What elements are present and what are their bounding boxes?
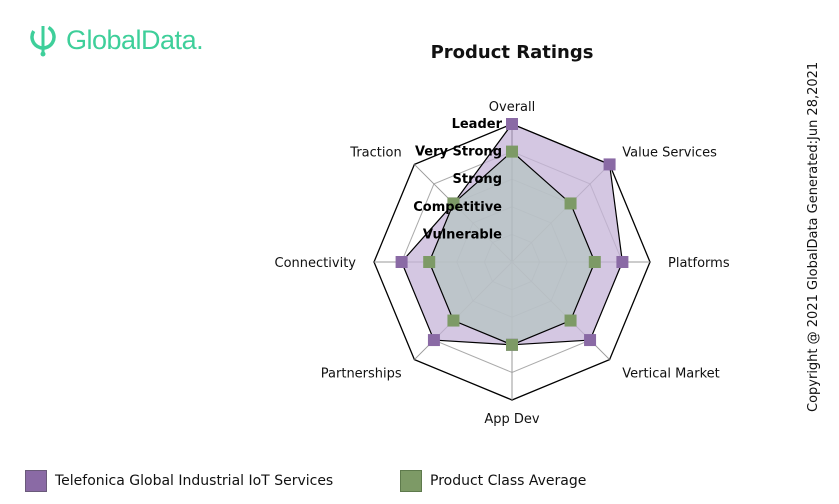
- legend-swatch-series-2: [400, 470, 422, 492]
- legend-label-series-2: Product Class Average: [430, 473, 587, 489]
- series-1-marker-5: [427, 334, 440, 347]
- scale-label-5: Leader: [452, 117, 503, 132]
- series-1-marker-0: [506, 118, 518, 130]
- series-2-marker-1: [564, 197, 577, 210]
- axis-label-5: Partnerships: [321, 366, 402, 381]
- axis-label-4: App Dev: [484, 412, 540, 427]
- legend-item-series-1: Telefonica Global Industrial IoT Service…: [25, 470, 333, 492]
- axis-label-1: Value Services: [622, 146, 717, 161]
- series-2-marker-7: [447, 197, 460, 210]
- series-2-marker-2: [588, 256, 601, 268]
- series-2-marker-3: [564, 314, 577, 327]
- scale-label-3: Strong: [453, 172, 502, 187]
- series-1-marker-3: [584, 334, 597, 347]
- scale-label-4: Very Strong: [415, 145, 502, 160]
- axis-label-6: Connectivity: [275, 256, 357, 271]
- legend-label-series-1: Telefonica Global Industrial IoT Service…: [55, 473, 334, 489]
- brand-name: GlobalData.: [66, 24, 204, 55]
- scale-label-1: Vulnerable: [423, 227, 502, 242]
- legend-item-series-2: Product Class Average: [400, 470, 586, 492]
- globaldata-logo-icon: [30, 24, 56, 57]
- series-1-marker-1: [603, 158, 616, 171]
- axis-label-7: Traction: [349, 146, 401, 161]
- brand-logo: GlobalData.: [30, 22, 204, 58]
- series-2-marker-5: [447, 314, 460, 327]
- series-1-marker-6: [395, 256, 408, 268]
- series-2-marker-6: [423, 256, 436, 268]
- series-1-marker-2: [616, 256, 629, 268]
- scale-label-2: Competitive: [413, 200, 502, 215]
- axis-label-3: Vertical Market: [622, 366, 719, 381]
- axis-label-0: Overall: [489, 100, 535, 115]
- axis-label-2: Platforms: [668, 256, 730, 271]
- chart-title: Product Ratings: [430, 42, 594, 63]
- legend-swatch-series-1: [25, 470, 47, 492]
- series-2-marker-0: [506, 145, 518, 158]
- series-2-marker-4: [506, 338, 518, 351]
